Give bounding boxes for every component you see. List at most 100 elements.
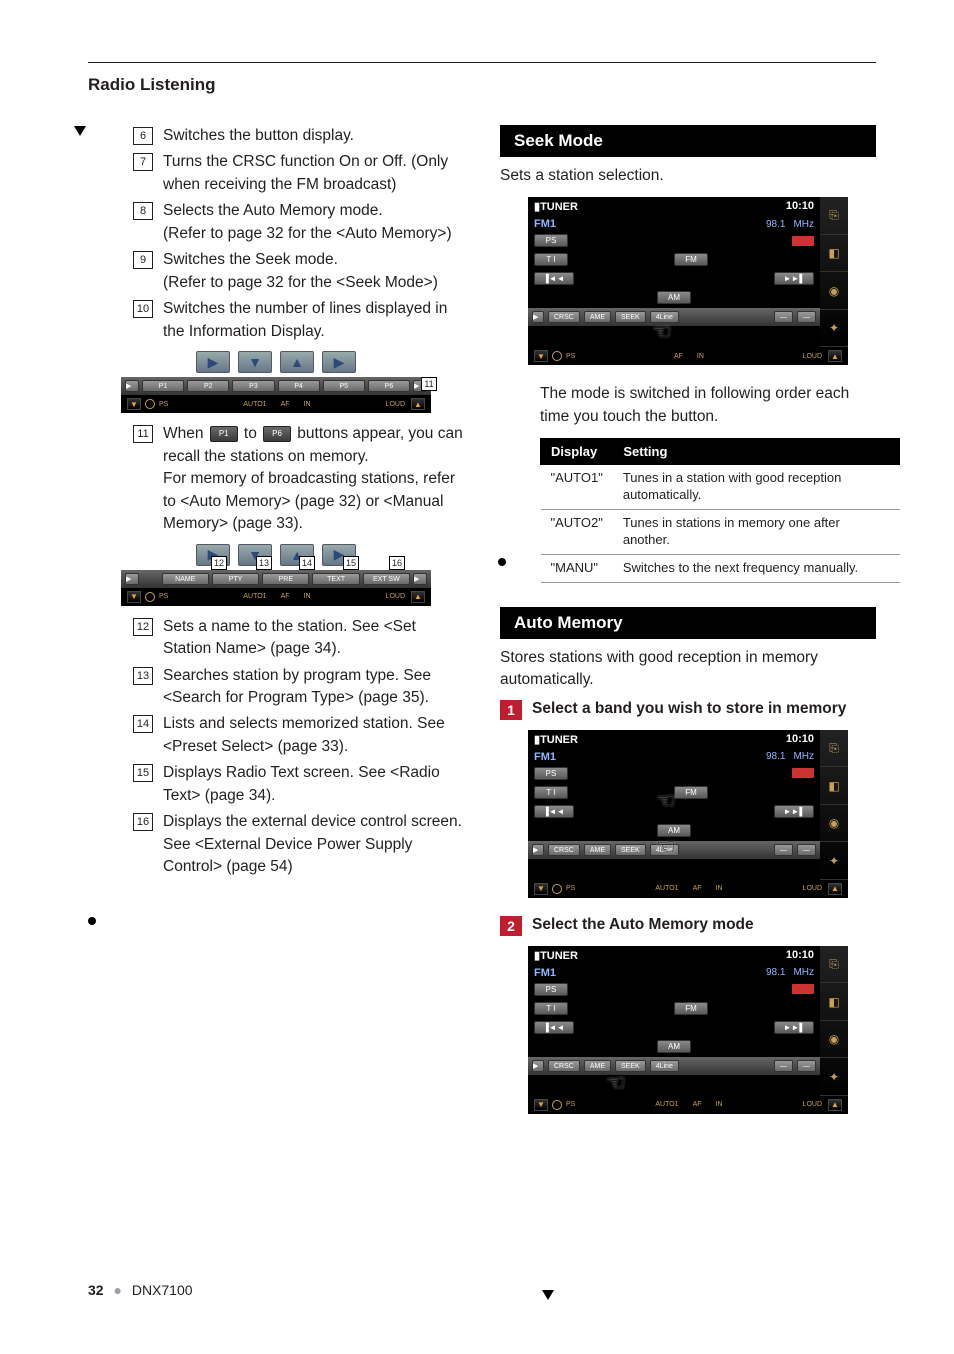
num-8: 8 [133, 202, 153, 220]
item-12: 12 Sets a name to the station. See <Set … [133, 616, 464, 661]
page-number: 32 [88, 1282, 104, 1298]
header-rule [88, 62, 876, 63]
preset-p4[interactable]: P4 [278, 380, 320, 392]
nav-down-icon[interactable]: ▼ [238, 351, 272, 373]
inline-p1-button: P1 [210, 426, 238, 442]
corner2-down-icon[interactable]: ▼ [127, 591, 141, 603]
num-12: 12 [133, 618, 153, 636]
signal-bars-icon [792, 236, 814, 246]
table-row: "AUTO1" Tunes in a station with good rec… [541, 465, 900, 510]
btn-name[interactable]: NAME [162, 573, 209, 585]
step-1: 1 Select a band you wish to store in mem… [500, 700, 876, 720]
section-end-dot-left [88, 917, 96, 925]
ps-button[interactable]: PS [534, 234, 568, 247]
step-2: 2 Select the Auto Memory mode [500, 916, 876, 936]
callout-12: 12 [211, 556, 227, 570]
btn-extsw[interactable]: EXT SW [363, 573, 410, 585]
btn-pre[interactable]: PRE [262, 573, 309, 585]
side-icon-2[interactable]: ◧ [820, 235, 848, 273]
num-9: 9 [133, 251, 153, 269]
seek-mode-header: Seek Mode [500, 125, 876, 157]
item-7: 7 Turns the CRSC function On or Off. (On… [133, 151, 464, 196]
table-row: "MANU" Switches to the next frequency ma… [541, 554, 900, 582]
section-end-dot-right [498, 558, 506, 566]
preset-p5[interactable]: P5 [323, 380, 365, 392]
preset-p2[interactable]: P2 [187, 380, 229, 392]
item-6: 6 Switches the button display. [133, 125, 464, 147]
callout-11: 11 [421, 377, 437, 391]
side-icon-3[interactable]: ◉ [820, 272, 848, 310]
preset-p1[interactable]: P1 [142, 380, 184, 392]
preset-strip-2: ▶ ▼ ▲ ▶ 12 13 14 15 16 ▶ NAME PTY PRE [121, 544, 431, 606]
hand-cursor-am-icon: ☜ [656, 834, 676, 860]
hand-cursor-fm-icon: ☜ [656, 788, 676, 814]
tuner-band: ▮TUNER 10:10 FM1 98.1 MHz PS [528, 730, 848, 898]
ti-button[interactable]: T I [534, 253, 568, 266]
seek-mode-table: Display Setting "AUTO1" Tunes in a stati… [540, 438, 900, 582]
corner-up-icon[interactable]: ▲ [411, 398, 425, 410]
corner2-up-icon[interactable]: ▲ [411, 591, 425, 603]
nav-up-icon[interactable]: ▲ [280, 351, 314, 373]
seek-intro: Sets a station selection. [500, 165, 876, 187]
step-2-num: 2 [500, 916, 522, 936]
inline-p6-button: P6 [263, 426, 291, 442]
side-icon-4[interactable]: ✦ [820, 310, 848, 348]
item-10: 10 Switches the number of lines displaye… [133, 298, 464, 343]
hand-cursor-icon: ☜ [652, 319, 672, 345]
num-16: 16 [133, 813, 153, 831]
item-15: 15 Displays Radio Text screen. See <Radi… [133, 762, 464, 807]
num-10: 10 [133, 300, 153, 318]
section-title: Radio Listening [88, 75, 216, 95]
corner-down-icon[interactable]: ▼ [127, 398, 141, 410]
item-14: 14 Lists and selects memorized station. … [133, 713, 464, 758]
footer-dot-icon: ● [113, 1282, 121, 1298]
num-6: 6 [133, 127, 153, 145]
ame-button[interactable]: AME [584, 311, 611, 323]
auto-memory-header: Auto Memory [500, 607, 876, 639]
item-11: 11 When P1 to P6 buttons appear, you can… [133, 423, 464, 535]
btn-text[interactable]: TEXT [312, 573, 359, 585]
model-name: DNX7100 [132, 1282, 193, 1298]
callout-16: 16 [389, 556, 405, 570]
item-9: 9 Switches the Seek mode. (Refer to page… [133, 249, 464, 294]
strip2-right-icon[interactable]: ▶ [413, 573, 427, 585]
preset-p3[interactable]: P3 [232, 380, 274, 392]
crsc-button[interactable]: CRSC [548, 311, 580, 323]
tuner-seek: ▮TUNER 10:10 FM1 98.1 MHz PS [528, 197, 848, 365]
seek-button[interactable]: SEEK [615, 311, 646, 323]
tuner-ame: ▮TUNER 10:10 FM1 98.1 MHz PS [528, 946, 848, 1114]
callout-14: 14 [299, 556, 315, 570]
prev-button[interactable]: ▐◄◄ [534, 272, 574, 285]
num-11: 11 [133, 425, 153, 443]
item-16: 16 Displays the external device control … [133, 811, 464, 878]
num-15: 15 [133, 764, 153, 782]
preset-strip-1: ▶ ▼ ▲ ▶ ▶ P1 P2 P3 P4 P5 P6 ▶ ▼ [121, 351, 431, 413]
step-2-text: Select the Auto Memory mode [532, 916, 754, 934]
step-1-text: Select a band you wish to store in memor… [532, 700, 846, 718]
nav-left-icon[interactable]: ▶ [196, 351, 230, 373]
fm-button[interactable]: FM [674, 253, 708, 266]
strip1-ps: PS [159, 401, 168, 408]
num-7: 7 [133, 153, 153, 171]
continue-arrow-down [74, 126, 86, 136]
callout-15: 15 [343, 556, 359, 570]
next-button[interactable]: ►►▌ [774, 272, 814, 285]
item-8: 8 Selects the Auto Memory mode. (Refer t… [133, 200, 464, 245]
side-icon-1[interactable]: ⎘ [820, 197, 848, 235]
seek-after: The mode is switched in following order … [540, 383, 876, 428]
nav-right-icon[interactable]: ▶ [322, 351, 356, 373]
callout-13: 13 [256, 556, 272, 570]
right-column: Seek Mode Sets a station selection. ▮TUN… [500, 125, 876, 1132]
auto-intro: Stores stations with good reception in m… [500, 647, 876, 692]
preset-p6[interactable]: P6 [368, 380, 410, 392]
step-1-num: 1 [500, 700, 522, 720]
strip-left-icon[interactable]: ▶ [125, 380, 139, 392]
strip2-left-icon[interactable]: ▶ [125, 573, 139, 585]
am-button[interactable]: AM [657, 291, 691, 304]
table-row: "AUTO2" Tunes in stations in memory one … [541, 510, 900, 555]
th-display: Display [541, 439, 613, 465]
page-footer: 32 ● DNX7100 [88, 1282, 193, 1298]
item-13: 13 Searches station by program type. See… [133, 665, 464, 710]
continue-arrow-bottom [542, 1290, 554, 1300]
btn-pty[interactable]: PTY [212, 573, 259, 585]
